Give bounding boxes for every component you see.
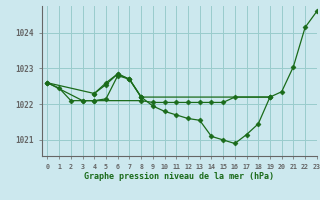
X-axis label: Graphe pression niveau de la mer (hPa): Graphe pression niveau de la mer (hPa) (84, 172, 274, 181)
